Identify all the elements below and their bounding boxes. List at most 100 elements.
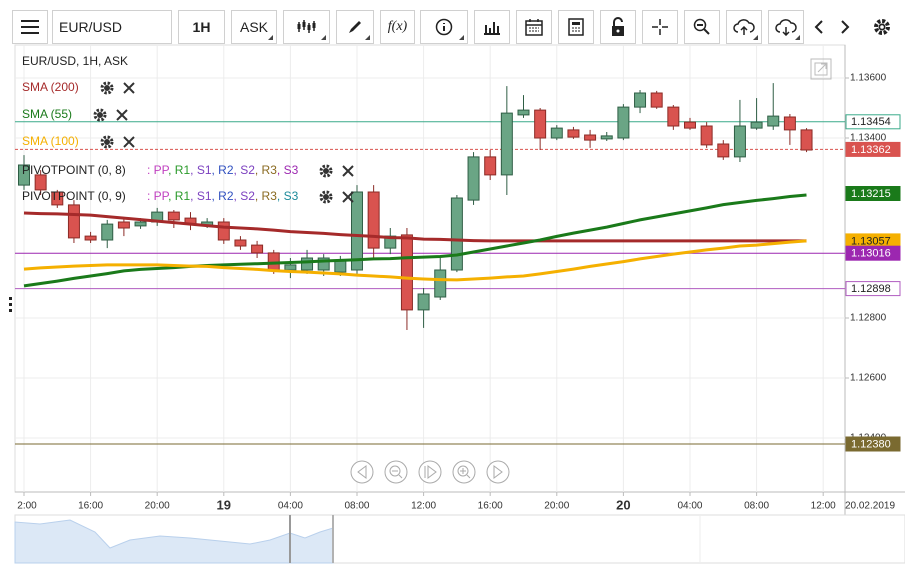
settings-icon[interactable] (100, 81, 114, 95)
settings-icon[interactable] (100, 135, 114, 149)
candle-body (367, 191, 380, 249)
expand-icon[interactable] (810, 58, 832, 80)
x-tick-label: 16:00 (478, 501, 503, 512)
x-tick-label: 04:00 (677, 501, 702, 512)
indicator-part: , R2 (212, 189, 234, 203)
lock-button[interactable] (600, 10, 636, 44)
remove-icon[interactable] (342, 191, 354, 203)
candle-body (417, 293, 430, 311)
x-tick-label: 12:00 (411, 501, 436, 512)
indicator-part: : PP (147, 163, 170, 177)
indicator-part: , S1 (190, 163, 212, 177)
settings-button[interactable] (866, 10, 898, 44)
menu-button[interactable] (12, 10, 48, 44)
candle-body (667, 106, 680, 127)
sma-line (23, 193, 807, 288)
nav-buttons[interactable] (350, 460, 510, 484)
price-tag (845, 281, 901, 297)
info-button[interactable] (420, 10, 468, 44)
settings-icon-core (323, 194, 329, 200)
crosshair-button[interactable] (642, 10, 678, 44)
functions-button[interactable]: f(x) (380, 10, 415, 44)
remove-icon[interactable] (116, 109, 128, 121)
remove-icon[interactable] (342, 165, 354, 177)
candle-body (700, 125, 713, 146)
candle-body (517, 109, 530, 116)
x-tick-label: 08:00 (344, 501, 369, 512)
indicator-part: , S2 (234, 189, 256, 203)
settings-icon-core (323, 168, 329, 174)
candle-body (267, 252, 280, 271)
scroll-right-button[interactable] (832, 10, 858, 44)
side-handle[interactable] (9, 297, 12, 312)
candle-body (117, 221, 130, 229)
x-tick-label: 12:00 (811, 501, 836, 512)
candle-body (550, 127, 563, 139)
legend-entry: SMA (55) (22, 107, 72, 121)
sma-line (23, 239, 807, 282)
price-tag-label: 1.12380 (851, 438, 891, 450)
axes: 2:00 16:00 20:00 19 04:00 08:00 12:00 16:00 20:0… (17, 73, 895, 513)
upload-button[interactable] (726, 10, 762, 44)
candle-body (600, 135, 613, 140)
candle-body (350, 191, 363, 271)
calculator-button[interactable] (558, 10, 594, 44)
symbol-select[interactable]: EUR/USD (52, 10, 172, 44)
x-tick-label: 20:00 (145, 501, 170, 512)
price-tag (845, 186, 901, 201)
x-tick-label: 19 (217, 497, 231, 512)
chart-type-button[interactable] (283, 10, 330, 44)
remove-icon[interactable] (123, 136, 135, 148)
settings-icon[interactable] (319, 190, 333, 204)
indicator-part: , R1 (168, 189, 190, 203)
candle-body (84, 235, 97, 241)
indicator-part: : PP (147, 189, 170, 203)
indicator-part: , S2 (234, 163, 256, 177)
indicator-entry: PIVOTPOINT (0, 9): PP, R1, S1, R2, S2, R… (22, 189, 299, 203)
candles (17, 83, 813, 330)
x-tick-label: 16:00 (78, 501, 103, 512)
settings-icon[interactable] (319, 164, 333, 178)
indicators-button[interactable] (474, 10, 510, 44)
y-tick-label: 1.13400 (850, 133, 887, 144)
candle-body (584, 134, 597, 141)
indicator-entry: PIVOTPOINT (0, 8): PP, R1, S1, R2, S2, R… (22, 163, 299, 177)
candle-body (534, 109, 547, 139)
interval-select[interactable]: 1H (178, 10, 225, 44)
x-tick-label: 08:00 (744, 501, 769, 512)
candle-body (733, 125, 746, 158)
candle-body (467, 156, 480, 201)
legend-entry: SMA (200) (22, 80, 79, 94)
price-type: ASK (239, 19, 268, 35)
calendar-button[interactable] (516, 10, 552, 44)
sma-line (23, 211, 807, 243)
zoom-button[interactable] (684, 10, 720, 44)
scroll-left-button[interactable] (806, 10, 832, 44)
price-tag (845, 436, 901, 452)
x-tick-label: 2:00 (17, 501, 37, 512)
price-type-select[interactable]: ASK (231, 10, 277, 44)
candle-body (17, 164, 30, 186)
indicator-part: , R1 (168, 163, 190, 177)
indicator-part: , S3 (277, 189, 299, 203)
price-tag (845, 114, 901, 130)
candle-body (617, 106, 630, 139)
candle-body (51, 191, 64, 206)
price-tag-label: 1.12898 (851, 283, 891, 295)
remove-icon[interactable] (123, 82, 135, 94)
indicator-part: , R3 (255, 163, 277, 177)
download-button[interactable] (768, 10, 804, 44)
fx: f(x) (387, 19, 408, 34)
candle-body (717, 143, 730, 158)
settings-icon[interactable] (93, 108, 107, 122)
draw-button[interactable] (336, 10, 374, 44)
candle-body (134, 221, 147, 227)
price-tag-label: 1.13215 (851, 188, 891, 200)
candle-body (34, 174, 47, 191)
y-tick-label: 1.12800 (850, 313, 887, 324)
y-tick-label: 1.13600 (850, 73, 887, 84)
x-tick-label: 04:00 (278, 501, 303, 512)
